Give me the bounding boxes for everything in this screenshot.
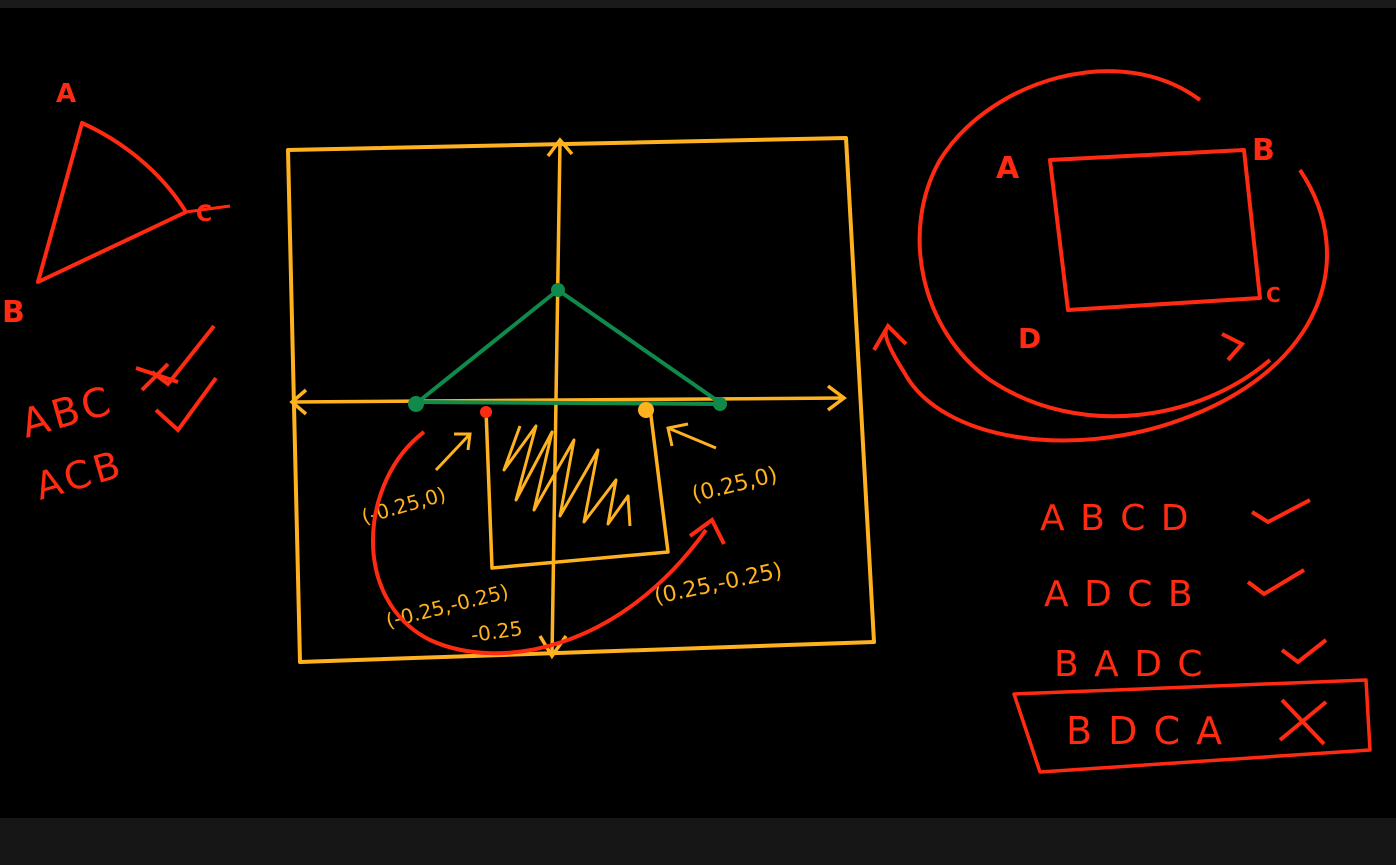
green-vertex-top (551, 283, 565, 297)
green-triangle (416, 288, 724, 406)
video-bottom-bar (0, 818, 1396, 865)
rect-label-c: C (1266, 283, 1281, 307)
triangle-label-c: C (196, 202, 212, 227)
yellow-square (484, 407, 670, 570)
grid-outer-frame (286, 136, 876, 664)
outer-arrow-arc (883, 168, 1329, 443)
square-corner-red-dot (480, 406, 492, 418)
rect-order-3: B A D C (1054, 644, 1205, 685)
order-2-check-icon (154, 376, 218, 433)
label-bottom-left-corrected: -0.25 (469, 616, 524, 647)
inner-arrow-head-right (1221, 332, 1246, 362)
red-rectangle (1048, 148, 1262, 312)
rectangle-sketch: A B C D A B C D A D C B B A D C B D C A (872, 69, 1372, 774)
drawing-canvas: A B C ABC ACB (-0.25,0) (0.25,0) ( (2, 69, 1372, 774)
red-rotation-arc (371, 430, 708, 656)
rect-order-4-box (1012, 678, 1372, 774)
outer-loop-arc (917, 69, 1272, 419)
triangle-sketch: A B C ABC ACB (2, 79, 231, 509)
rect-order-2: A D C B (1044, 574, 1195, 615)
outer-arrow-head-left (872, 322, 908, 352)
blackboard: A B C ABC ACB (-0.25,0) (0.25,0) ( (0, 8, 1396, 818)
rect-label-d: D (1018, 322, 1041, 355)
green-vertex-right (713, 397, 727, 411)
y-axis-arrow-top (546, 137, 574, 158)
label-right-point: (0.25,0) (689, 462, 780, 507)
arrow-to-right-point (666, 422, 717, 450)
label-bottom-right: (0.25,-0.25) (652, 558, 784, 609)
x-axis-arrow-left (289, 388, 308, 416)
rect-order-1: A B C D (1040, 498, 1191, 539)
red-triangle (36, 121, 188, 284)
rect-order-1-check-icon (1250, 498, 1311, 525)
x-axis-arrow-right (826, 384, 847, 412)
order-1-check-icon (150, 324, 216, 387)
green-vertex-left (408, 396, 424, 412)
rect-label-b: B (1252, 133, 1275, 168)
red-arc-arrowhead (688, 516, 726, 545)
rect-order-4: B D C A (1066, 709, 1224, 753)
triangle-order-2: ACB (30, 442, 129, 509)
triangle-label-a: A (56, 79, 76, 109)
rect-order-3-check-icon (1280, 638, 1328, 665)
rect-label-a: A (996, 151, 1020, 186)
arrow-to-left-point (434, 432, 472, 472)
video-top-bar (0, 0, 1396, 8)
triangle-order-1: ABC (16, 377, 119, 447)
x-axis (291, 396, 845, 404)
triangle-label-b: B (2, 295, 25, 330)
square-corner-yellow-dot (638, 402, 654, 418)
shading-scribble (502, 424, 632, 527)
grid-plot: (-0.25,0) (0.25,0) (-0.25,-0.25) -0.25 (… (286, 136, 876, 664)
vertex-c-tail (185, 204, 231, 214)
rect-order-4-cross-icon (1278, 698, 1328, 746)
rect-order-2-check-icon (1246, 568, 1306, 597)
